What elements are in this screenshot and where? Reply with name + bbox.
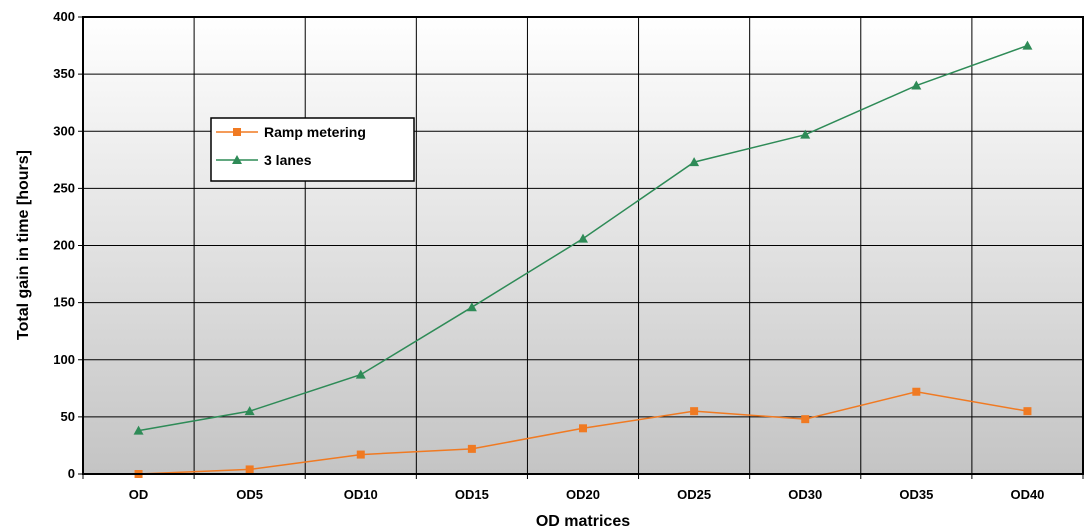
data-point-ramp-metering (801, 415, 810, 424)
data-point-3-lanes (355, 369, 366, 379)
y-tick-label: 200 (53, 238, 75, 253)
data-point-3-lanes (466, 302, 477, 312)
x-tick-label: OD30 (788, 487, 822, 502)
x-axis-tick-labels: OD OD5 OD10 OD15 OD20 OD25 OD30 OD35 OD40 (82, 474, 1084, 502)
data-point-ramp-metering (245, 465, 254, 474)
x-tick-label: OD25 (677, 487, 711, 502)
legend-marker-ramp-metering (233, 128, 241, 136)
data-point-3-lanes (800, 129, 811, 139)
plot-border (82, 16, 1084, 475)
x-tick-label: OD15 (455, 487, 489, 502)
data-point-ramp-metering (1023, 407, 1032, 416)
data-point-ramp-metering (690, 407, 699, 416)
x-axis-title: OD matrices (536, 513, 630, 530)
data-point-3-lanes (133, 425, 144, 435)
y-tick-label: 250 (53, 180, 75, 195)
legend-box (210, 117, 415, 182)
y-tick-label: 400 (53, 9, 75, 24)
legend-marker-3-lanes (232, 155, 242, 164)
legend-label-ramp-metering: Ramp metering (264, 124, 366, 140)
data-point-3-lanes (578, 233, 588, 243)
data-point-3-lanes (244, 406, 255, 416)
data-point-ramp-metering (579, 424, 587, 433)
y-tick-label: 300 (53, 123, 75, 138)
y-tick-label: 50 (61, 409, 75, 424)
legend-label-3-lanes: 3 lanes (264, 152, 312, 168)
x-tick-label: OD35 (899, 487, 933, 502)
x-tick-label: OD40 (1010, 487, 1044, 502)
y-tick-label: 350 (53, 66, 75, 81)
y-tick-label: 100 (53, 352, 75, 367)
data-point-ramp-metering (912, 387, 921, 396)
y-axis-tick-labels: 0 50 100 150 200 250 300 350 400 (53, 9, 83, 481)
y-tick-label: 150 (53, 295, 75, 310)
x-tick-label: OD5 (236, 487, 263, 502)
data-point-3-lanes (911, 80, 922, 90)
y-tick-label: 0 (68, 466, 75, 481)
x-tick-label: OD20 (566, 487, 600, 502)
y-axis-title: Total gain in time [hours] (15, 150, 32, 340)
data-point-3-lanes (1022, 40, 1033, 50)
data-point-3-lanes (689, 157, 700, 167)
data-point-ramp-metering (356, 450, 365, 459)
data-point-ramp-metering (467, 444, 476, 453)
x-tick-label: OD (129, 487, 149, 502)
legend: Ramp metering 3 lanes (210, 117, 415, 182)
x-tick-label: OD10 (344, 487, 378, 502)
